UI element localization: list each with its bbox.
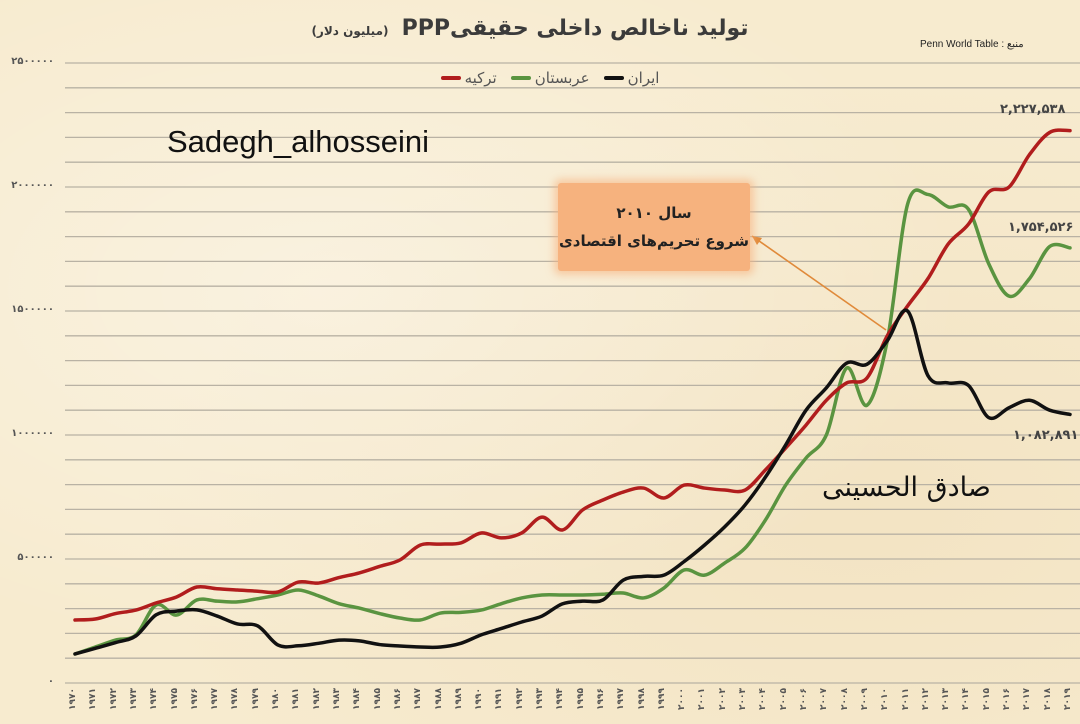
x-tick-label: ۱۹۷۳ xyxy=(128,688,139,710)
x-tick-label: ۱۹۷۹ xyxy=(250,688,261,710)
x-tick-label: ۱۹۹۹ xyxy=(656,688,667,710)
chart-legend: ترکیه عربستان ایران xyxy=(420,69,680,87)
y-tick-label: ۲۰۰۰۰۰۰ xyxy=(11,180,54,191)
x-tick-label: ۱۹۹۳ xyxy=(535,688,546,710)
x-tick-label: ۱۹۷۶ xyxy=(189,688,200,710)
x-tick-label: ۲۰۱۶ xyxy=(1002,688,1013,710)
x-tick-label: ۱۹۹۸ xyxy=(636,688,647,710)
x-tick-label: ۱۹۸۳ xyxy=(331,688,342,710)
x-tick-label: ۱۹۸۵ xyxy=(372,688,383,710)
callout-text: شروع تحریم‌های اقتصادی xyxy=(559,232,749,250)
y-tick-label: ۲۵۰۰۰۰۰ xyxy=(11,56,54,67)
legend-swatch-icon xyxy=(510,76,531,80)
x-tick-label: ۲۰۰۲ xyxy=(717,688,728,710)
y-tick-label: ۵۰۰۰۰۰ xyxy=(17,552,54,563)
x-tick-label: ۱۹۹۲ xyxy=(514,688,525,710)
x-tick-label: ۱۹۷۰ xyxy=(68,688,78,710)
legend-label: عربستان xyxy=(534,69,590,87)
x-tick-label: ۱۹۹۷ xyxy=(616,688,627,710)
sanctions-callout: سال ۲۰۱۰ شروع تحریم‌های اقتصادی xyxy=(558,183,750,271)
x-tick-label: ۲۰۰۶ xyxy=(799,688,810,710)
chart-title: تولید ناخالص داخلی حقیقیPPP (میلیون دلار… xyxy=(300,16,760,41)
x-tick-label: ۲۰۱۲ xyxy=(920,688,931,710)
source-label: Penn World Table : منبع xyxy=(920,39,1024,50)
series-line-saudi xyxy=(73,188,1072,656)
legend-item-saudi: عربستان xyxy=(510,69,590,87)
x-tick-label: ۱۹۸۷ xyxy=(413,688,424,710)
series-line-turkey xyxy=(73,128,1072,622)
x-tick-label: ۲۰۱۳ xyxy=(941,688,952,710)
y-tick-label: ۰ xyxy=(47,676,54,687)
x-tick-label: ۱۹۷۵ xyxy=(169,688,180,710)
legend-swatch-icon xyxy=(603,76,624,80)
x-tick-label: ۲۰۱۰ xyxy=(880,688,891,710)
x-tick-label: ۱۹۸۹ xyxy=(453,688,464,710)
x-tick-label: ۱۹۸۶ xyxy=(392,688,403,710)
x-tick-label: ۲۰۱۵ xyxy=(981,688,992,710)
x-tick-label: ۱۹۹۴ xyxy=(555,688,566,710)
end-label-iran: ۱,۰۸۲,۸۹۱ xyxy=(1013,428,1079,443)
x-tick-label: ۱۹۸۰ xyxy=(271,688,282,710)
x-tick-label: ۱۹۹۶ xyxy=(595,688,606,710)
x-tick-label: ۱۹۷۸ xyxy=(230,688,241,710)
x-tick-label: ۱۹۸۱ xyxy=(291,688,302,710)
x-tick-label: ۲۰۰۱ xyxy=(697,688,708,710)
x-tick-label: ۱۹۹۱ xyxy=(494,688,505,710)
x-tick-label: ۱۹۸۴ xyxy=(352,688,363,710)
x-tick-label: ۲۰۱۴ xyxy=(961,688,972,710)
end-label-saudi: ۱,۷۵۴,۵۲۶ xyxy=(1008,220,1074,235)
x-tick-label: ۲۰۰۰ xyxy=(677,688,688,710)
x-tick-label: ۲۰۱۹ xyxy=(1063,688,1073,710)
x-tick-label: ۱۹۷۱ xyxy=(88,688,99,710)
callout-arrow-icon xyxy=(751,235,887,331)
end-label-turkey: ۲,۲۲۷,۵۳۸ xyxy=(1000,102,1066,117)
watermark-english: Sadegh_alhosseini xyxy=(167,124,429,159)
x-tick-label: ۲۰۱۷ xyxy=(1022,688,1033,710)
y-tick-label: ۱۰۰۰۰۰۰ xyxy=(11,428,54,439)
chart-title-text: تولید ناخالص داخلی حقیقیPPP xyxy=(401,16,749,41)
x-tick-label: ۲۰۱۱ xyxy=(900,688,911,710)
x-tick-label: ۲۰۰۴ xyxy=(758,688,769,710)
arrowhead-icon xyxy=(752,236,762,245)
x-tick-label: ۱۹۹۵ xyxy=(575,688,586,710)
legend-label: ترکیه xyxy=(464,69,497,87)
x-tick-label: ۲۰۰۷ xyxy=(819,688,830,710)
watermark-persian: صادق الحسینی xyxy=(822,472,991,503)
legend-item-turkey: ترکیه xyxy=(440,69,497,87)
x-tick-label: ۲۰۰۳ xyxy=(738,688,749,710)
x-tick-label: ۲۰۰۹ xyxy=(859,688,870,710)
x-tick-label: ۱۹۷۷ xyxy=(210,688,221,710)
x-tick-label: ۱۹۷۲ xyxy=(108,688,119,710)
x-tick-label: ۱۹۸۲ xyxy=(311,688,322,710)
y-tick-label: ۱۵۰۰۰۰۰ xyxy=(11,304,54,315)
callout-year: سال ۲۰۱۰ xyxy=(616,204,692,222)
series-line-iran xyxy=(73,308,1072,656)
x-tick-label: ۱۹۹۰ xyxy=(474,688,485,710)
x-tick-label: ۱۹۷۴ xyxy=(149,688,160,710)
chart-unit: (میلیون دلار) xyxy=(311,24,389,38)
legend-swatch-icon xyxy=(440,76,461,80)
x-tick-label: ۲۰۰۵ xyxy=(778,688,789,710)
legend-label: ایران xyxy=(627,69,660,87)
x-tick-label: ۱۹۸۸ xyxy=(433,688,444,710)
x-tick-label: ۲۰۱۸ xyxy=(1042,688,1053,710)
legend-item-iran: ایران xyxy=(603,69,660,87)
x-tick-label: ۲۰۰۸ xyxy=(839,688,850,710)
